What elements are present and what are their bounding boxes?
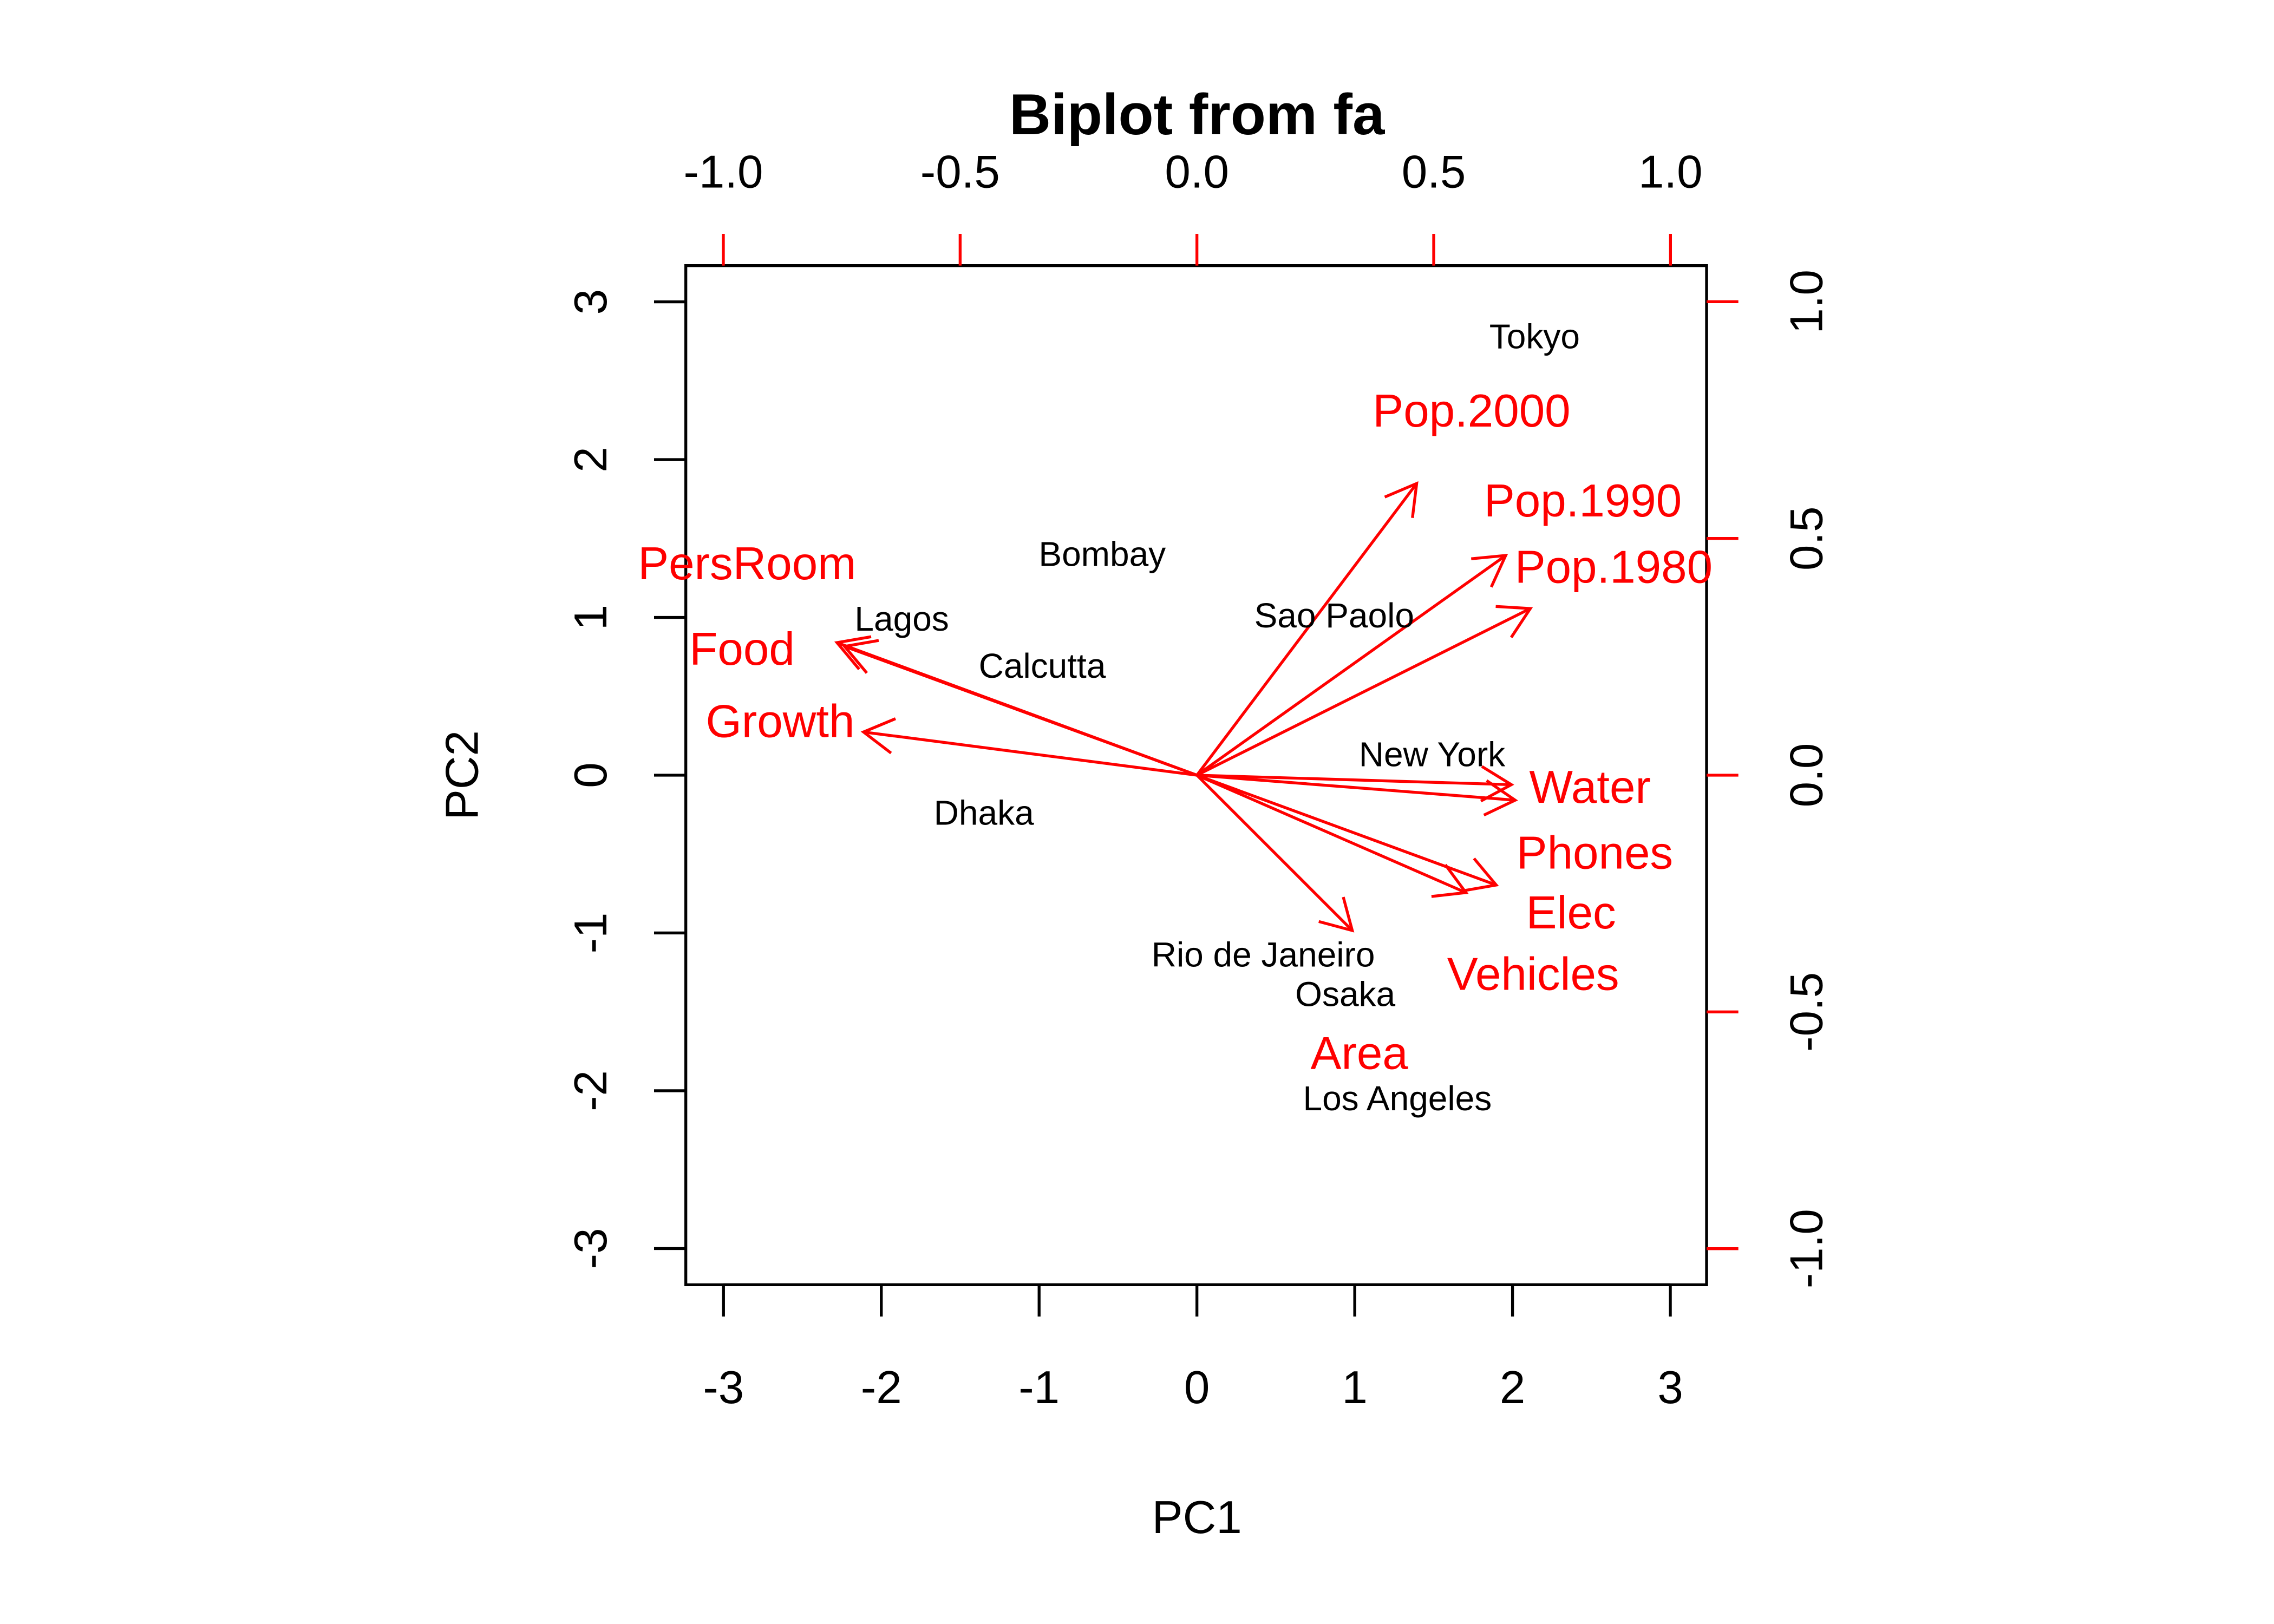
loading-label: Pop.1990 bbox=[1484, 475, 1682, 527]
x-axis-label: PC1 bbox=[1152, 1492, 1242, 1543]
top-tick-label: 0.5 bbox=[1402, 147, 1466, 198]
arrow-head bbox=[1480, 765, 1514, 803]
loading-label: Growth bbox=[705, 696, 854, 748]
point-label: Tokyo bbox=[1489, 317, 1580, 356]
arrow-head bbox=[1483, 779, 1518, 817]
loading-label: Elec bbox=[1526, 887, 1616, 939]
point-label: Los Angeles bbox=[1303, 1079, 1492, 1118]
loading-arrow bbox=[1196, 607, 1531, 777]
loading-arrow bbox=[1197, 774, 1512, 787]
point-label: Calcutta bbox=[979, 646, 1106, 685]
chart-title: Biplot from fa bbox=[1009, 82, 1385, 147]
point-label: Bombay bbox=[1038, 534, 1166, 573]
top-tick-label: -1.0 bbox=[683, 147, 763, 198]
y-tick-label: -1 bbox=[565, 913, 617, 954]
loading-label: Area bbox=[1310, 1028, 1408, 1079]
loading-arrow bbox=[1195, 482, 1418, 776]
point-label: Dhaka bbox=[934, 793, 1034, 832]
loading-arrow bbox=[1196, 774, 1467, 894]
point-label: Lagos bbox=[854, 599, 949, 638]
loading-label: PersRoom bbox=[638, 538, 856, 590]
loading-arrow bbox=[844, 645, 1198, 777]
top-tick-label: -0.5 bbox=[920, 147, 1000, 198]
y-tick-label: 3 bbox=[565, 289, 617, 315]
right-tick-label: -0.5 bbox=[1781, 972, 1832, 1052]
arrow-head bbox=[860, 717, 897, 755]
x-tick-label: 2 bbox=[1500, 1362, 1525, 1413]
loading-arrow bbox=[863, 730, 1198, 777]
right-tick-label: 1.0 bbox=[1781, 270, 1832, 334]
arrow-head bbox=[1318, 896, 1355, 933]
arrow-head bbox=[1431, 863, 1469, 898]
x-tick-label: -2 bbox=[861, 1362, 902, 1413]
x-tick-label: -1 bbox=[1018, 1362, 1060, 1413]
loading-label: Pop.2000 bbox=[1373, 385, 1570, 437]
right-tick-label: 0.5 bbox=[1781, 506, 1832, 571]
loading-arrow bbox=[1196, 774, 1497, 887]
x-tick-label: 1 bbox=[1342, 1362, 1367, 1413]
loading-arrow bbox=[1195, 774, 1354, 932]
top-tick-label: 1.0 bbox=[1638, 147, 1703, 198]
arrow-head bbox=[1384, 481, 1419, 519]
arrow-head bbox=[1471, 554, 1508, 588]
right-tick-label: 0.0 bbox=[1781, 743, 1832, 808]
y-tick-label: -2 bbox=[565, 1070, 617, 1111]
x-tick-label: -3 bbox=[703, 1362, 744, 1413]
loading-label: Water bbox=[1529, 762, 1650, 813]
loading-arrow bbox=[1196, 554, 1507, 777]
right-tick-label: -1.0 bbox=[1781, 1209, 1832, 1288]
x-tick-label: 0 bbox=[1184, 1362, 1210, 1413]
loading-label: Pop.1980 bbox=[1515, 541, 1713, 593]
y-tick-label: 0 bbox=[565, 762, 617, 788]
point-label: Rio de Janeiro bbox=[1152, 935, 1375, 974]
arrow-head bbox=[1495, 605, 1533, 638]
loading-label: Vehicles bbox=[1447, 948, 1619, 1000]
y-tick-label: 2 bbox=[565, 447, 617, 472]
top-tick-label: 0.0 bbox=[1165, 147, 1229, 198]
point-label: Sao Paolo bbox=[1254, 596, 1414, 635]
point-label: Osaka bbox=[1295, 974, 1395, 1013]
loading-arrow bbox=[1197, 774, 1515, 802]
y-axis-label: PC2 bbox=[437, 730, 488, 820]
y-tick-label: -3 bbox=[565, 1228, 617, 1269]
arrow-head bbox=[834, 635, 872, 670]
point-label: New York bbox=[1359, 735, 1506, 774]
y-tick-label: 1 bbox=[565, 605, 617, 630]
loading-label: Food bbox=[689, 624, 795, 675]
x-tick-label: 3 bbox=[1657, 1362, 1683, 1413]
loading-label: Phones bbox=[1517, 827, 1673, 879]
arrow-head bbox=[841, 639, 879, 674]
arrow-head bbox=[1461, 857, 1499, 893]
